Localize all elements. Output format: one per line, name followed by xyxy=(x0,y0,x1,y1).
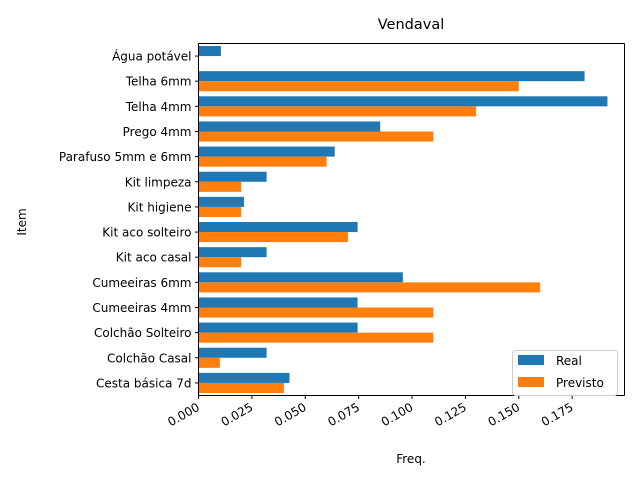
bar-previsto xyxy=(198,131,434,142)
bar-real xyxy=(198,222,358,233)
y-tick-label: Telha 6mm xyxy=(125,75,192,89)
legend-label-real: Real xyxy=(556,354,582,368)
legend-label-previsto: Previsto xyxy=(556,376,604,390)
bar-real xyxy=(198,297,358,308)
x-tick-label: 0.075 xyxy=(325,400,362,429)
y-tick-label: Colchão Solteiro xyxy=(94,326,192,340)
legend-swatch-previsto xyxy=(518,377,544,387)
y-tick-label: Telha 4mm xyxy=(125,100,192,114)
bar-real xyxy=(198,372,290,383)
y-tick-label: Kit higiene xyxy=(128,200,192,214)
y-tick-label: Cumeeiras 6mm xyxy=(92,276,191,290)
y-tick-label: Colchão Casal xyxy=(107,351,191,365)
y-tick-label: Kit aco solteiro xyxy=(102,226,191,240)
bar-previsto xyxy=(198,357,220,368)
x-tick-label: 0.050 xyxy=(272,400,309,429)
bar-real xyxy=(198,171,267,182)
bar-real xyxy=(198,347,267,358)
y-tick-label: Kit limpeza xyxy=(125,175,192,189)
y-axis-label: Item xyxy=(15,208,29,235)
bar-real xyxy=(198,96,608,107)
bar-previsto xyxy=(198,106,477,117)
y-tick-label: Kit aco casal xyxy=(116,251,192,265)
bar-previsto xyxy=(198,282,541,293)
x-tick-label: 0.125 xyxy=(432,400,469,429)
x-tick-label: 0.025 xyxy=(219,400,256,429)
bars-group xyxy=(198,46,608,393)
bar-real xyxy=(198,71,585,82)
bar-previsto xyxy=(198,332,434,343)
bar-real xyxy=(198,46,221,57)
legend-swatch-real xyxy=(518,355,544,365)
bar-real xyxy=(198,247,267,258)
bar-real xyxy=(198,146,335,157)
bar-real xyxy=(198,322,358,333)
bar-previsto xyxy=(198,206,242,217)
bar-previsto xyxy=(198,181,242,192)
y-tick-label: Água potável xyxy=(112,49,191,64)
legend: Real Previsto xyxy=(512,350,618,396)
y-tick-label: Cesta básica 7d xyxy=(96,376,191,390)
bar-previsto xyxy=(198,156,327,167)
x-axis-label: Freq. xyxy=(396,452,426,466)
chart-title: Vendaval xyxy=(378,17,445,33)
bar-previsto xyxy=(198,257,242,268)
bar-real xyxy=(198,272,403,283)
bar-real xyxy=(198,121,381,132)
x-tick-label: 0.000 xyxy=(165,400,202,429)
y-tick-label: Cumeeiras 4mm xyxy=(92,301,191,315)
y-tick-label: Prego 4mm xyxy=(123,125,192,139)
bar-previsto xyxy=(198,81,519,92)
y-tick-label: Parafuso 5mm e 6mm xyxy=(59,150,192,164)
x-tick-label: 0.100 xyxy=(379,400,416,429)
bar-previsto xyxy=(198,382,284,393)
bar-real xyxy=(198,196,244,207)
bar-previsto xyxy=(198,307,434,318)
bar-previsto xyxy=(198,232,348,243)
y-axis-ticks: Água potável Telha 6mm Telha 4mm Prego 4mm P… xyxy=(59,49,199,390)
x-tick-label: 0.150 xyxy=(486,400,523,429)
x-axis-ticks: 0.000 0.025 0.050 0.075 0.100 0.125 0.150 0.175 xyxy=(165,395,576,429)
x-tick-label: 0.175 xyxy=(539,400,576,429)
